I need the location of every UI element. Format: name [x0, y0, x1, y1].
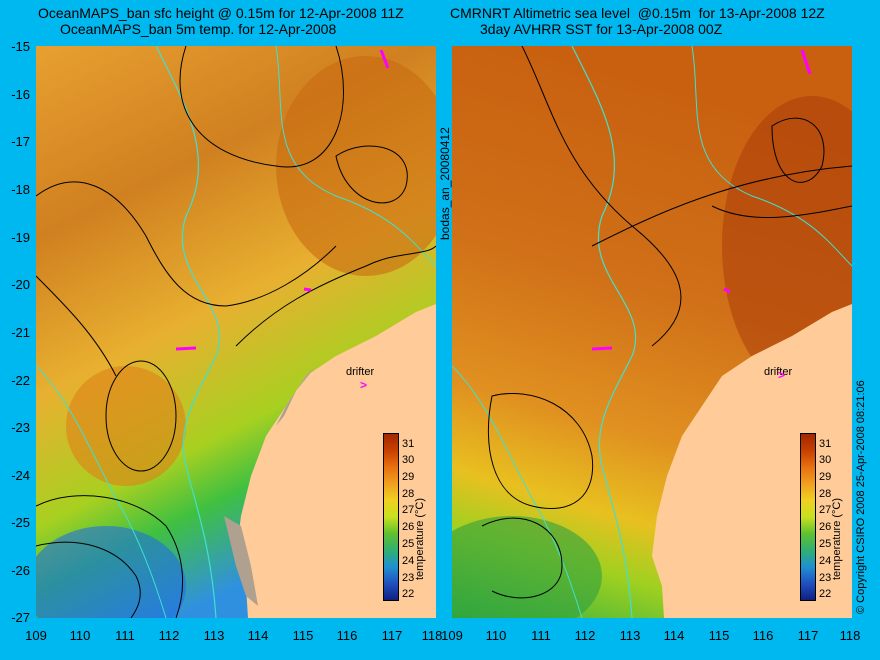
- colorbar-tick: 23: [819, 572, 832, 584]
- x-tick-label: 118: [839, 628, 861, 643]
- colorbar-label-right: temperature (°C): [831, 497, 843, 580]
- drifter-label-right: drifter: [764, 366, 793, 378]
- drifter-marker-right: >: [778, 368, 786, 382]
- x-tick-label: 115: [708, 628, 730, 643]
- colorbar-tick: 28: [819, 488, 832, 500]
- colorbar-tick: 24: [819, 555, 832, 567]
- x-tick-label: 109: [441, 628, 463, 643]
- x-tick-label: 111: [115, 628, 135, 643]
- colorbar-tick: 22: [402, 588, 415, 600]
- x-tick-label: 113: [619, 628, 641, 643]
- colorbar-tick: 25: [402, 538, 415, 550]
- left-map-svg: [36, 46, 436, 618]
- right-title-line1: CMRNRT Altimetric sea level @0.15m for 1…: [450, 5, 825, 21]
- left-title-line2: OceanMAPS_ban 5m temp. for 12-Apr-2008: [60, 21, 337, 37]
- x-tick-label: 116: [336, 628, 358, 643]
- right-title-line2: 3day AVHRR SST for 13-Apr-2008 00Z: [480, 21, 723, 37]
- x-tick-label: 114: [247, 628, 269, 643]
- run-id-label: bodas_an_20080412: [438, 127, 452, 240]
- x-tick-label: 111: [531, 628, 551, 643]
- copyright-label: © Copyright CSIRO 2008 25-Apr-2008 08:21…: [855, 380, 867, 614]
- x-tick-label: 110: [69, 628, 91, 643]
- colorbar-tick: 31: [402, 438, 415, 450]
- y-tick-label: -20: [11, 277, 30, 292]
- colorbar-tick: 31: [819, 438, 832, 450]
- colorbar-tick: 24: [402, 555, 415, 567]
- y-tick-label: -15: [11, 39, 30, 54]
- x-tick-label: 117: [797, 628, 819, 643]
- y-tick-label: -16: [11, 87, 30, 102]
- colorbar-tick: 23: [402, 572, 415, 584]
- y-tick-label: -22: [11, 373, 30, 388]
- y-tick-label: -27: [11, 610, 30, 625]
- drifter-label-left: drifter: [346, 366, 375, 378]
- colorbar-tick: 27: [402, 504, 415, 516]
- right-map-panel: [452, 46, 852, 618]
- y-tick-label: -17: [11, 134, 30, 149]
- y-tick-label: -18: [11, 182, 30, 197]
- x-tick-label: 109: [25, 628, 47, 643]
- y-tick-label: -24: [11, 468, 30, 483]
- colorbar-tick: 25: [819, 538, 832, 550]
- colorbar-tick: 26: [819, 521, 832, 533]
- colorbar-label-left: temperature (°C): [414, 497, 426, 580]
- y-tick-label: -26: [11, 563, 30, 578]
- colorbar-tick: 29: [402, 471, 415, 483]
- drifter-marker-left: >: [360, 378, 368, 392]
- x-tick-label: 117: [381, 628, 403, 643]
- left-map-panel: [36, 46, 436, 618]
- colorbar-tick: 30: [819, 454, 832, 466]
- left-title-line1: OceanMAPS_ban sfc height @ 0.15m for 12-…: [38, 5, 404, 21]
- x-tick-label: 112: [574, 628, 596, 643]
- colorbar-tick: 22: [819, 588, 832, 600]
- right-colorbar: [800, 433, 816, 601]
- colorbar-tick: 27: [819, 504, 832, 516]
- colorbar-tick: 28: [402, 488, 415, 500]
- colorbar-tick: 29: [819, 471, 832, 483]
- x-tick-label: 114: [663, 628, 685, 643]
- left-colorbar: [383, 433, 399, 601]
- x-tick-label: 116: [752, 628, 774, 643]
- x-tick-label: 113: [203, 628, 225, 643]
- y-tick-label: -23: [11, 420, 30, 435]
- colorbar-tick: 26: [402, 521, 415, 533]
- x-tick-label: 112: [158, 628, 180, 643]
- y-tick-label: -25: [11, 515, 30, 530]
- colorbar-tick: 30: [402, 454, 415, 466]
- x-tick-label: 115: [292, 628, 314, 643]
- y-tick-label: -19: [11, 230, 30, 245]
- right-map-svg: [452, 46, 852, 618]
- x-tick-label: 110: [485, 628, 507, 643]
- x-tick-label: 118: [421, 628, 443, 643]
- y-tick-label: -21: [11, 325, 30, 340]
